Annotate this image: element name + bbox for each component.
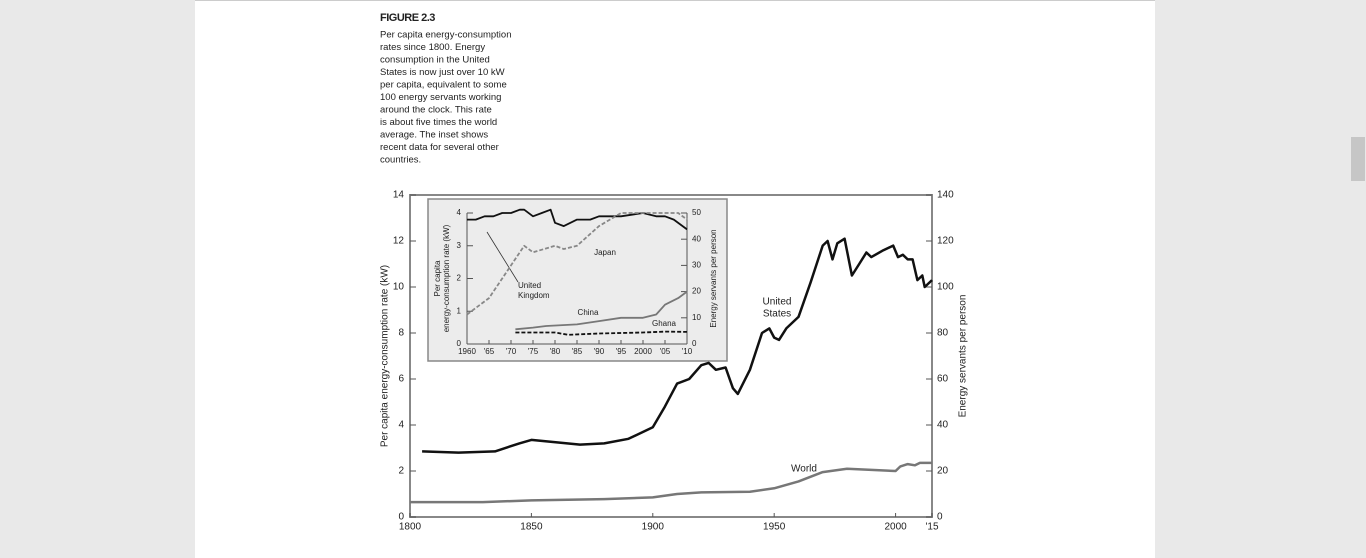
annotation: United <box>518 281 541 290</box>
x-tick-label: 1960 <box>458 347 476 356</box>
y-tick-label: 10 <box>393 282 405 293</box>
y-tick-label: 6 <box>398 374 404 385</box>
x-tick-label: '75 <box>528 347 539 356</box>
inset-box <box>427 198 728 362</box>
caption-line: consumption in the United <box>380 55 490 66</box>
leader-line <box>486 231 519 283</box>
series-line <box>466 212 688 316</box>
x-tick-label: '85 <box>572 347 583 356</box>
annotation: Ghana <box>652 319 677 328</box>
x-tick-label: '65 <box>484 347 495 356</box>
x-tick-label: '95 <box>616 347 627 356</box>
x-tick-label: '80 <box>550 347 561 356</box>
annotation: China <box>578 308 599 317</box>
y2-tick-label: 40 <box>937 420 949 431</box>
x-tick-label: '05 <box>660 347 671 356</box>
caption-line: States is now just over 10 kW <box>380 67 505 78</box>
y2-tick-label: 80 <box>937 328 949 339</box>
y2-tick-label: 30 <box>692 261 701 270</box>
x-tick-label: '15 <box>925 522 938 533</box>
series-line <box>515 330 688 336</box>
y-tick-label: 1 <box>457 306 462 315</box>
y2-tick-label: 50 <box>692 208 701 217</box>
y-tick-label: 12 <box>393 236 405 247</box>
y-tick-label: 8 <box>398 328 404 339</box>
x-tick-label: 1900 <box>642 522 665 533</box>
y2-tick-label: 20 <box>692 287 701 296</box>
caption-line: around the clock. This rate <box>380 105 492 116</box>
x-tick-label: '70 <box>506 347 517 356</box>
y-tick-label: 14 <box>393 190 405 201</box>
x-tick-label: '90 <box>594 347 605 356</box>
annotation: World <box>791 464 817 475</box>
y-tick-label: 4 <box>457 208 462 217</box>
x-tick-label: '10 <box>682 347 693 356</box>
y-tick-label: 2 <box>398 466 404 477</box>
annotation: Japan <box>594 248 616 257</box>
y-tick-label: 0 <box>457 339 462 348</box>
y-tick-label: 0 <box>398 512 404 523</box>
y2-axis-label: Energy servants per person <box>709 229 718 327</box>
y-tick-label: 4 <box>398 420 404 431</box>
y2-tick-label: 0 <box>937 512 943 523</box>
y-axis-label: Per capita energy-consumption rate (kW) <box>380 265 391 447</box>
y2-tick-label: 0 <box>692 339 697 348</box>
caption-line: is about five times the world <box>380 117 497 128</box>
y2-tick-label: 60 <box>937 374 949 385</box>
x-tick-label: 1850 <box>520 522 543 533</box>
y-axis-label: Per capita <box>433 260 442 297</box>
x-tick-label: 1950 <box>763 522 786 533</box>
series-line <box>410 461 932 504</box>
caption-line: Per capita energy-consumption <box>380 30 512 41</box>
caption-line: average. The inset shows <box>380 130 488 141</box>
series-line <box>515 290 688 331</box>
y2-tick-label: 40 <box>692 234 701 243</box>
scrollbar-thumb[interactable] <box>1351 137 1365 181</box>
annotation: United <box>763 297 792 308</box>
y2-tick-label: 20 <box>937 466 949 477</box>
plot-frame <box>409 194 933 518</box>
x-tick-label: 2000 <box>634 347 652 356</box>
y2-axis-label: Energy servants per person <box>958 295 969 418</box>
y2-tick-label: 100 <box>937 282 954 293</box>
figure-label: FIGURE 2.3 <box>380 12 435 24</box>
caption-line: rates since 1800. Energy <box>380 42 485 53</box>
caption-line: countries. <box>380 155 421 166</box>
caption-line: per capita, equivalent to some <box>380 80 507 91</box>
series-line <box>467 208 688 231</box>
x-tick-label: 2000 <box>884 522 907 533</box>
x-tick-label: 1800 <box>399 522 422 533</box>
y-tick-label: 2 <box>457 274 462 283</box>
y-axis-label: energy-consumption rate (kW) <box>442 224 451 332</box>
series-line <box>422 237 933 454</box>
caption-line: recent data for several other <box>380 142 499 153</box>
y2-tick-label: 140 <box>937 190 954 201</box>
annotation: States <box>763 309 791 320</box>
y2-tick-label: 120 <box>937 236 954 247</box>
caption-line: 100 energy servants working <box>380 92 501 103</box>
y-tick-label: 3 <box>457 241 462 250</box>
y2-tick-label: 10 <box>692 313 701 322</box>
annotation: Kingdom <box>518 291 550 300</box>
